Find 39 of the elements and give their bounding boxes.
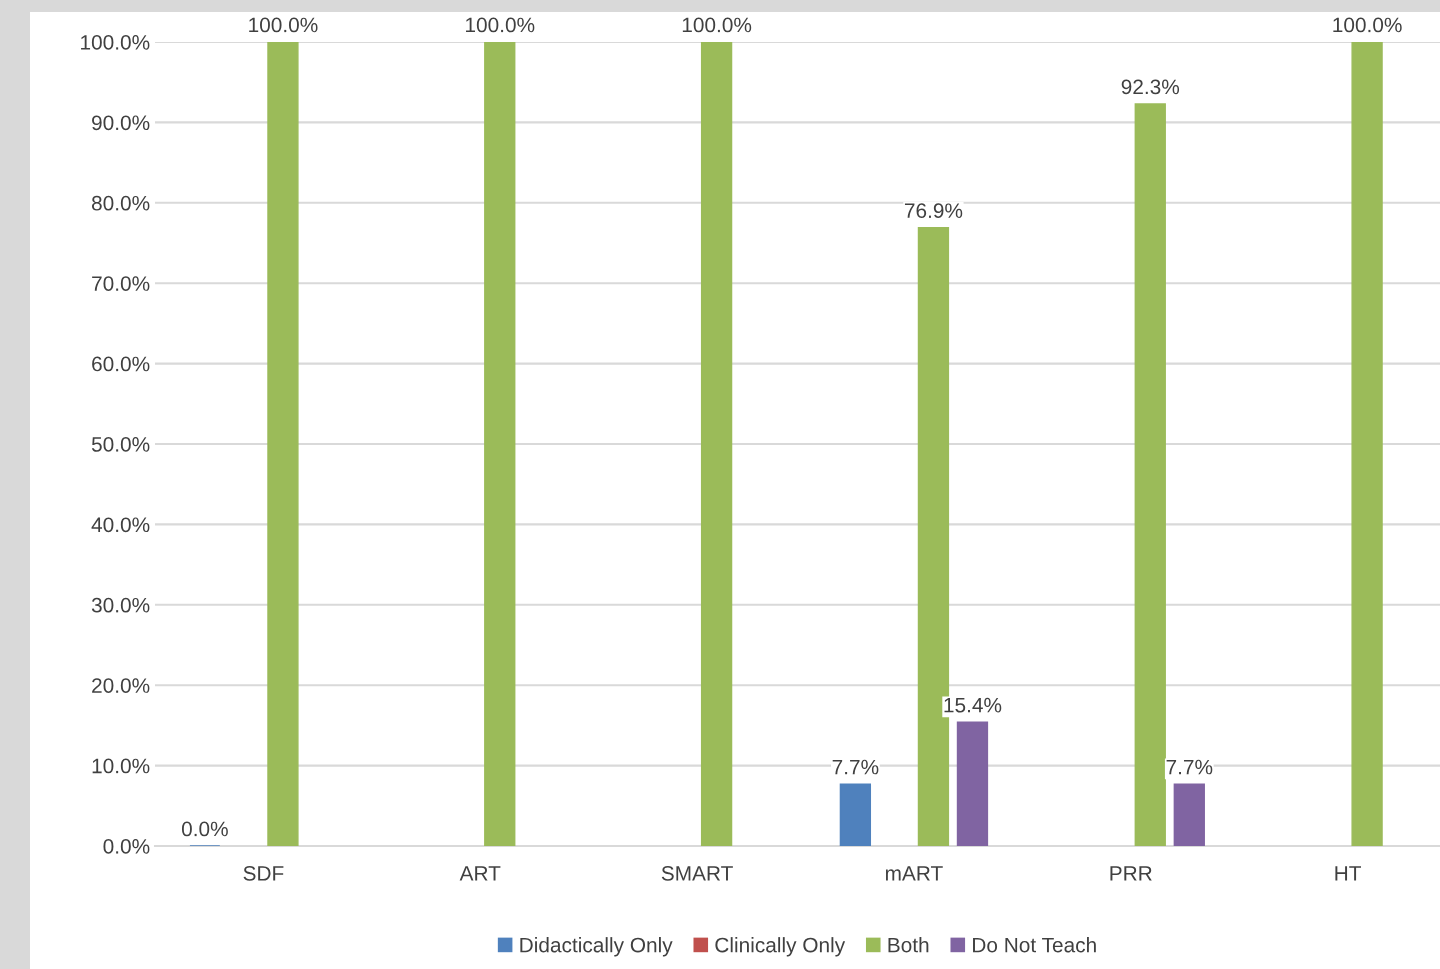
y-tick-label: 0.0% — [103, 839, 150, 854]
y-tick-label: 100.0% — [81, 35, 150, 50]
y-tick-label: 40.0% — [91, 517, 150, 533]
data-label: 15.4% — [944, 697, 1002, 713]
data-label: 76.9% — [904, 203, 963, 219]
legend-label: Do Not Teach — [973, 937, 1096, 953]
x-tick-label: PRR — [1110, 866, 1152, 881]
data-label: 100.0% — [466, 17, 535, 33]
bar — [1173, 783, 1205, 846]
y-tick-label: 90.0% — [92, 115, 150, 131]
data-label: 7.7% — [1166, 759, 1213, 775]
bar — [267, 42, 299, 846]
bar — [1134, 103, 1166, 846]
legend-label: Both — [888, 937, 929, 953]
bar — [1351, 42, 1383, 846]
data-label: 100.0% — [682, 17, 752, 33]
legend-label: Clinically Only — [715, 937, 846, 957]
y-tick-label: 10.0% — [92, 758, 150, 774]
y-tick-label: 30.0% — [91, 597, 150, 613]
y-tick-label: 80.0% — [91, 195, 150, 211]
y-tick-label: 20.0% — [92, 678, 150, 693]
x-tick-label: mART — [885, 866, 943, 881]
x-tick-label: ART — [459, 866, 501, 881]
y-tick-label: 50.0% — [91, 437, 150, 452]
data-label: 0.0% — [181, 821, 228, 837]
legend-label: Didactically Only — [520, 937, 673, 957]
data-label: 92.3% — [1121, 79, 1180, 95]
y-tick-label: 70.0% — [92, 276, 150, 291]
bar — [484, 42, 516, 846]
bar — [956, 721, 989, 846]
data-label: 100.0% — [1333, 17, 1402, 33]
x-tick-label: SDF — [243, 865, 284, 881]
bar — [700, 42, 733, 846]
bar — [839, 783, 872, 846]
x-tick-label: HT — [1335, 866, 1361, 881]
y-tick-label: 60.0% — [92, 356, 150, 372]
data-label: 7.7% — [832, 759, 879, 775]
data-label: 100.0% — [249, 17, 318, 33]
x-tick-label: SMART — [661, 865, 733, 881]
